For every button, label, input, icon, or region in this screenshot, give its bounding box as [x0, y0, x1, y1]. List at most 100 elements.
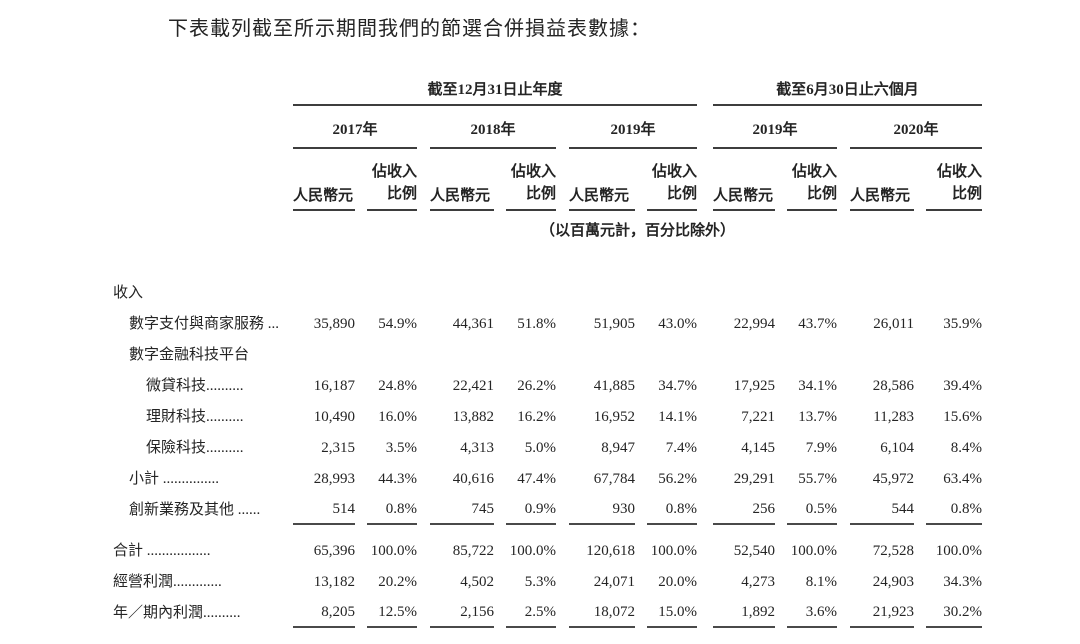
year-header-2019-interim: 2019年 — [713, 105, 837, 149]
cell-value: 544 — [850, 493, 914, 525]
column-spacer — [837, 565, 850, 596]
cell-value: 35,890 — [313, 316, 355, 332]
cell-value: 8.1% — [805, 574, 837, 590]
row-label: 數字金融科技平台 — [129, 347, 250, 363]
table-body: 收入 數字支付與商家服務 ... 35,890 54.9% 44,361 51.8% 51,… — [113, 240, 982, 628]
column-spacer — [635, 462, 647, 493]
column-header-row: 人民幣元 佔收入 比例 人民幣元 佔收入 比例 人民幣元 佔收入 比例 人民幣元 佔收… — [113, 148, 982, 211]
column-spacer — [914, 462, 926, 493]
column-spacer — [494, 565, 506, 596]
column-spacer — [775, 493, 787, 524]
column-spacer — [556, 307, 569, 338]
column-spacer — [417, 524, 430, 565]
cell-value: 67,784 — [593, 471, 635, 487]
column-spacer — [775, 524, 787, 565]
cell-value: 100.0% — [790, 543, 837, 559]
column-spacer — [494, 462, 506, 493]
units-note-row: （以百萬元計，百分比除外） — [113, 210, 982, 240]
column-spacer — [697, 524, 713, 565]
cell-value: 6,104 — [880, 440, 914, 456]
column-spacer — [635, 369, 647, 400]
year-header-2018: 2018年 — [430, 105, 556, 149]
column-spacer — [775, 400, 787, 431]
column-spacer — [635, 307, 647, 338]
year-header-row: 2017年 2018年 2019年 2019年 2020年 — [113, 105, 982, 149]
row-label: 數字支付與商家服務 ... — [129, 316, 280, 332]
cell-value: 1,892 — [713, 596, 775, 628]
column-spacer — [635, 596, 647, 627]
column-spacer — [914, 565, 926, 596]
cell-value: 52,540 — [733, 543, 775, 559]
year-header-2020-interim: 2020年 — [850, 105, 982, 149]
row-label: 創新業務及其他 ...... — [129, 502, 261, 518]
cell-value: 16,952 — [593, 409, 635, 425]
cell-value: 13,882 — [452, 409, 494, 425]
cell-value: 39.4% — [943, 378, 982, 394]
column-spacer — [417, 596, 430, 627]
cell-value: 21,923 — [850, 596, 914, 628]
cell-value: 51.8% — [517, 316, 556, 332]
cell-value: 120,618 — [586, 543, 635, 559]
table-row: 收入 — [113, 240, 982, 307]
row-label: 合計 ................. — [113, 543, 211, 559]
table-row: 年／期內利潤.......... 8,205 12.5% 2,156 2.5% 18,07… — [113, 596, 982, 628]
intro-text: 下表載列截至所示期間我們的節選合併損益表數據： — [168, 18, 651, 40]
cell-value: 8,205 — [293, 596, 355, 628]
column-spacer — [837, 462, 850, 493]
cell-value: 12.5% — [367, 596, 417, 628]
column-spacer — [355, 400, 367, 431]
column-spacer — [556, 400, 569, 431]
cell-value: 54.9% — [378, 316, 417, 332]
table-row: 微貸科技.......... 16,187 24.8% 22,421 26.2% 41,8… — [113, 369, 982, 400]
cell-value: 7,221 — [741, 409, 775, 425]
cell-value: 65,396 — [313, 543, 355, 559]
column-spacer — [837, 369, 850, 400]
cell-value: 34.7% — [658, 378, 697, 394]
table-row: 理財科技.......... 10,490 16.0% 13,882 16.2% 16,9… — [113, 400, 982, 431]
table-row: 經營利潤............. 13,182 20.2% 4,502 5.3% 24,… — [113, 565, 982, 596]
cell-value: 0.9% — [506, 493, 556, 525]
cell-value: 0.8% — [367, 493, 417, 525]
column-spacer — [635, 400, 647, 431]
cell-value: 44.3% — [378, 471, 417, 487]
cell-value: 7.9% — [805, 440, 837, 456]
column-spacer — [355, 565, 367, 596]
cell-value: 514 — [293, 493, 355, 525]
column-spacer — [837, 524, 850, 565]
column-spacer — [494, 493, 506, 524]
column-spacer — [837, 596, 850, 627]
column-spacer — [837, 431, 850, 462]
column-header-rmb: 人民幣元 — [430, 148, 494, 211]
column-spacer — [697, 565, 713, 596]
empty-cells — [293, 338, 982, 369]
cell-value: 4,145 — [741, 440, 775, 456]
column-spacer — [355, 596, 367, 627]
column-header-rmb: 人民幣元 — [850, 148, 914, 211]
column-header-pct: 佔收入 比例 — [506, 148, 556, 211]
column-spacer — [556, 493, 569, 524]
column-spacer — [635, 493, 647, 524]
cell-value: 3.6% — [787, 596, 837, 628]
column-spacer — [697, 462, 713, 493]
cell-value: 85,722 — [452, 543, 494, 559]
period-group-interim: 截至6月30日止六個月 — [713, 76, 982, 106]
cell-value: 930 — [569, 493, 635, 525]
cell-value: 40,616 — [452, 471, 494, 487]
column-spacer — [417, 565, 430, 596]
cell-value: 256 — [713, 493, 775, 525]
cell-value: 22,421 — [452, 378, 494, 394]
cell-value: 24.8% — [378, 378, 417, 394]
column-spacer — [775, 462, 787, 493]
column-spacer — [697, 369, 713, 400]
row-label: 收入 — [113, 285, 144, 301]
table-row: 小計 ............... 28,993 44.3% 40,616 47.4%… — [113, 462, 982, 493]
column-spacer — [417, 493, 430, 524]
column-spacer — [355, 462, 367, 493]
column-spacer — [697, 493, 713, 524]
cell-value: 13.7% — [798, 409, 837, 425]
cell-value: 745 — [430, 493, 494, 525]
column-spacer — [775, 369, 787, 400]
cell-value: 2.5% — [506, 596, 556, 628]
column-spacer — [417, 400, 430, 431]
